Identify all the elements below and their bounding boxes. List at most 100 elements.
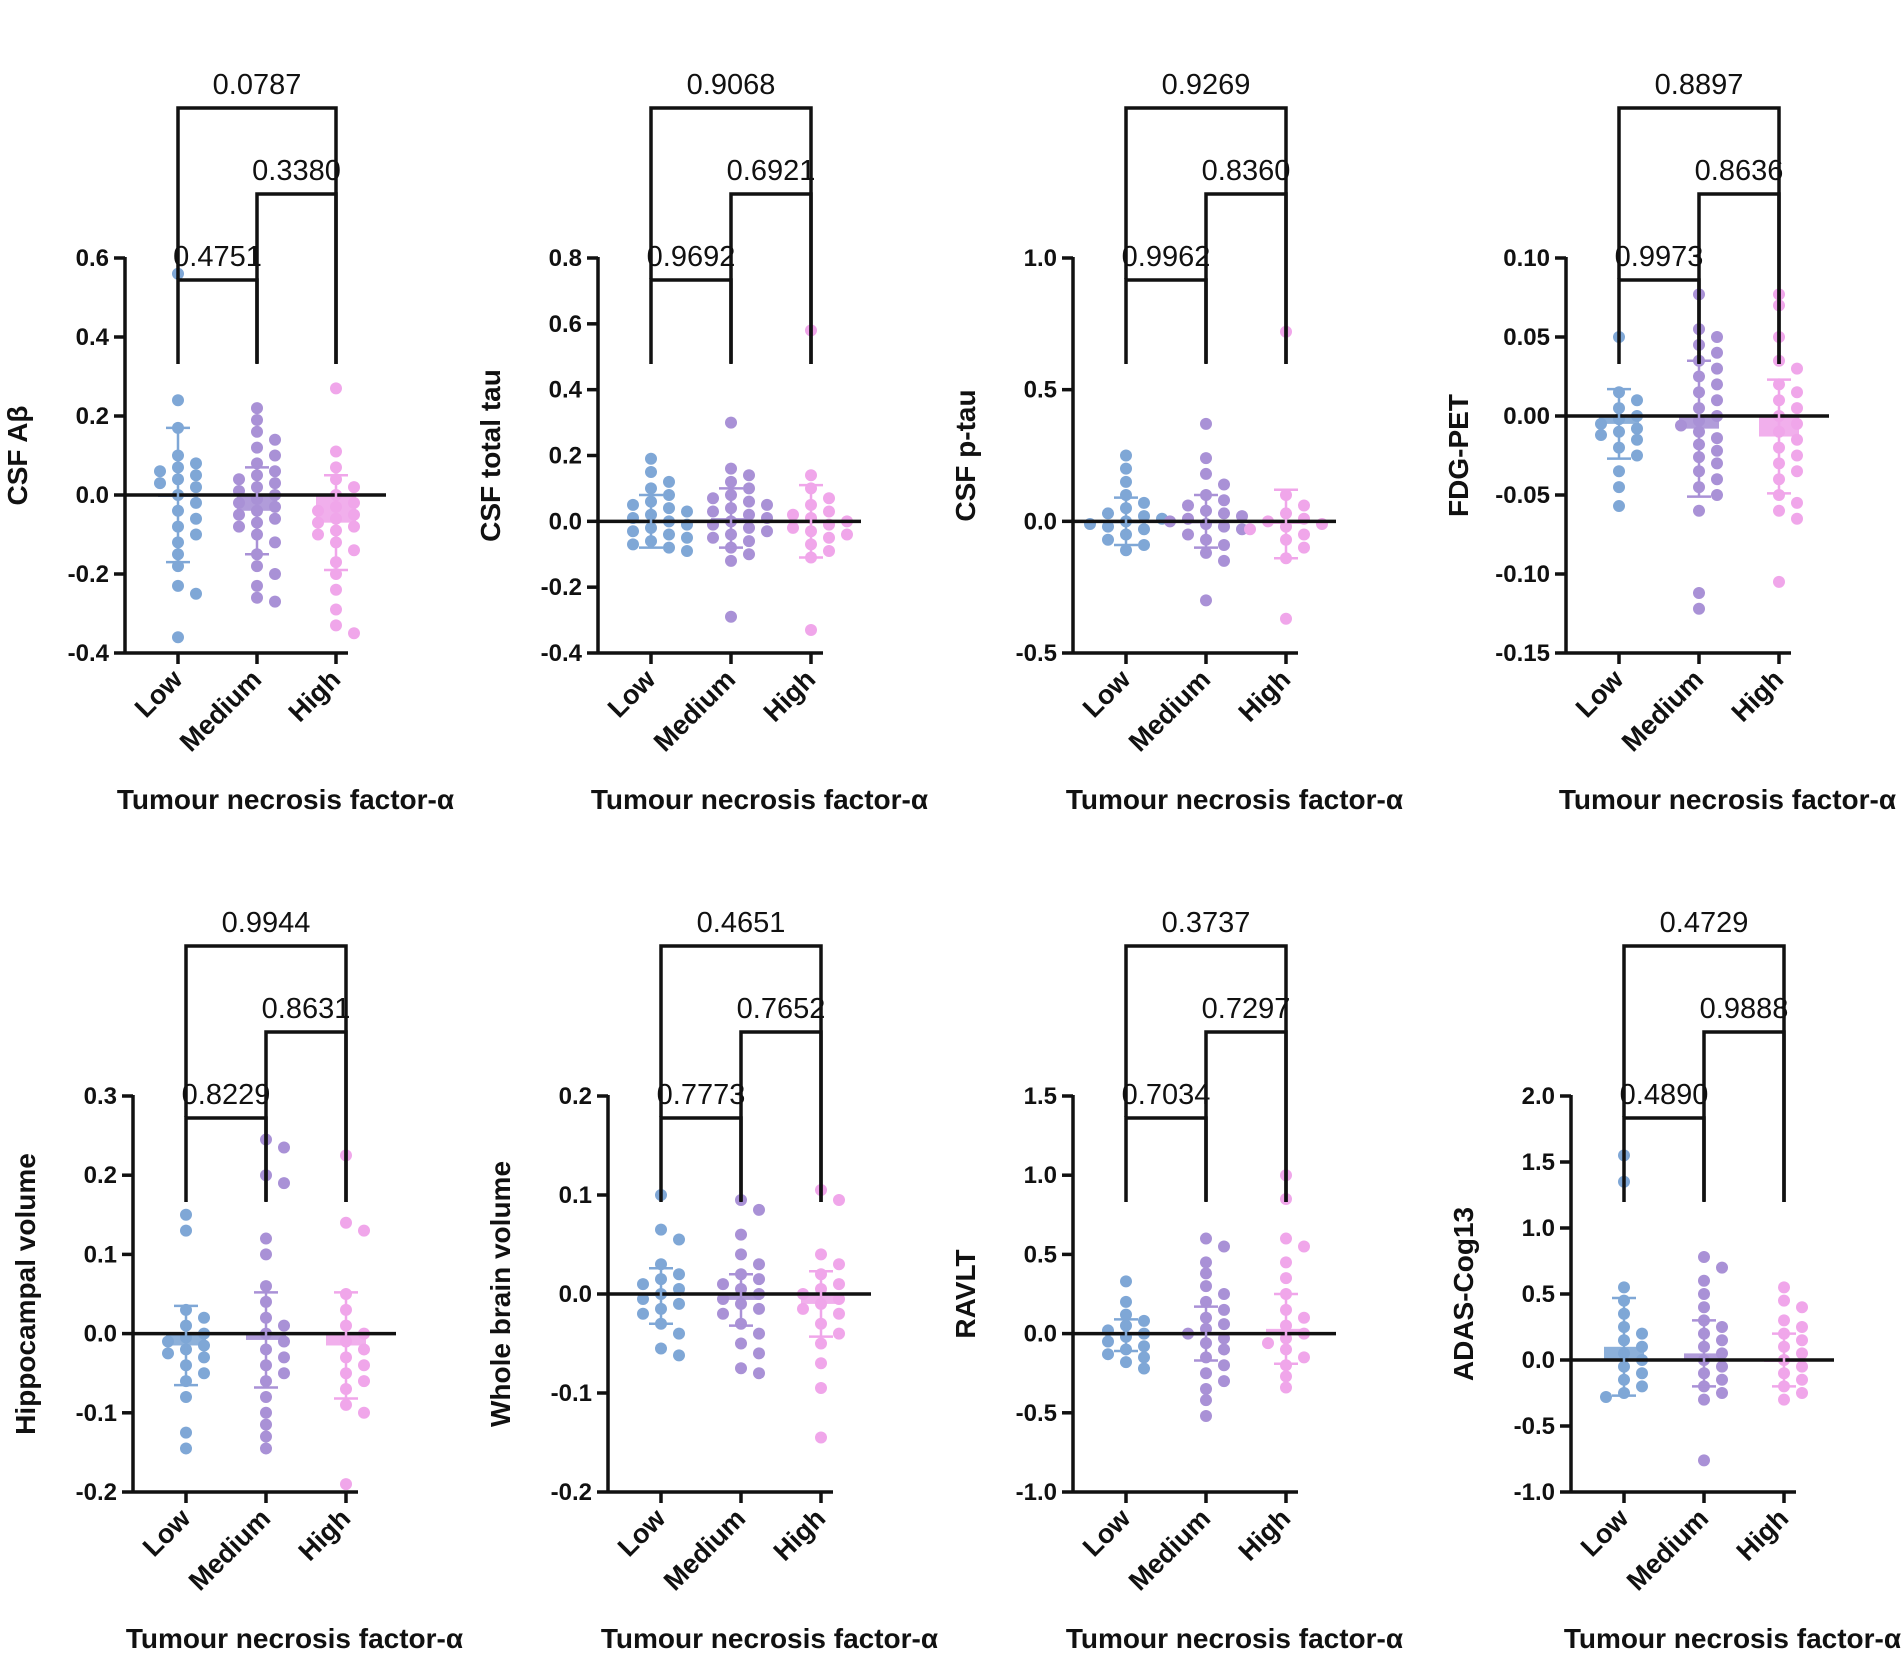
- data-point: [637, 1278, 649, 1291]
- data-point: [1244, 523, 1256, 536]
- data-point: [1200, 1256, 1212, 1269]
- data-point: [1711, 346, 1723, 359]
- data-point: [260, 1406, 272, 1419]
- y-tick-label: -1.0: [1514, 1479, 1555, 1506]
- y-tick-label: 0.6: [549, 311, 582, 338]
- y-tick-label: 0.10: [1503, 245, 1550, 272]
- category-label-medium: Medium: [174, 664, 267, 757]
- data-point: [717, 1278, 729, 1291]
- y-tick-label: 2.0: [1522, 1083, 1555, 1110]
- points-medium: [1675, 288, 1723, 615]
- data-point: [251, 591, 263, 604]
- data-point: [1138, 1314, 1150, 1327]
- data-point: [637, 1292, 649, 1305]
- y-tick-label: 1.0: [1024, 1162, 1057, 1189]
- data-point: [1773, 489, 1785, 501]
- data-point: [743, 548, 755, 561]
- data-point: [172, 394, 184, 407]
- data-point: [1200, 546, 1212, 559]
- bracket-line: [1702, 1030, 1786, 1202]
- p-value-label: 0.0787: [213, 69, 302, 101]
- y-tick-label: -0.4: [541, 640, 583, 667]
- chart-panel-4: -0.15 -0.10 -0.05 0.00 0.05 0.10 FDG-PET LowMed…: [1443, 69, 1896, 815]
- data-point: [1791, 402, 1803, 415]
- data-point: [1698, 1454, 1710, 1467]
- significance-bracket: 0.3737: [1124, 907, 1288, 1202]
- data-point: [805, 469, 817, 482]
- data-point: [1595, 417, 1607, 430]
- data-point: [753, 1273, 765, 1286]
- data-point: [1716, 1334, 1728, 1347]
- data-point: [190, 512, 202, 525]
- data-point: [1138, 1340, 1150, 1353]
- data-point: [663, 541, 675, 554]
- data-point: [172, 579, 184, 592]
- y-tick-label: 0.2: [84, 1162, 117, 1189]
- data-point: [1120, 1295, 1132, 1308]
- data-point: [269, 449, 281, 462]
- y-tick-label: 0.5: [1522, 1281, 1555, 1308]
- data-point: [1280, 1370, 1292, 1383]
- data-point: [1675, 419, 1687, 432]
- data-point: [1796, 1334, 1808, 1347]
- data-point: [1791, 512, 1803, 525]
- data-point: [278, 1177, 290, 1190]
- error-bar-high: [809, 1269, 833, 1338]
- data-point: [1298, 528, 1310, 541]
- data-point: [725, 416, 737, 429]
- p-value-label: 0.3380: [252, 155, 341, 187]
- p-value-label: 0.8636: [1695, 155, 1784, 187]
- data-point: [1778, 1281, 1790, 1294]
- data-point: [1218, 1343, 1230, 1356]
- error-bar-high: [324, 474, 348, 572]
- y-tick-label: 0.05: [1503, 324, 1550, 351]
- data-point: [1218, 1318, 1230, 1331]
- data-point: [833, 1307, 845, 1320]
- category-label-high: High: [768, 1503, 832, 1567]
- category-label-high: High: [1233, 664, 1297, 728]
- data-point: [1138, 1362, 1150, 1375]
- error-bar-medium: [1194, 1305, 1218, 1362]
- category-label-high: High: [1726, 664, 1790, 728]
- y-tick-label: -0.15: [1495, 640, 1550, 667]
- data-point: [1631, 394, 1643, 407]
- data-point: [823, 531, 835, 544]
- data-point: [260, 1280, 272, 1293]
- data-point: [1298, 499, 1310, 512]
- data-point: [233, 473, 245, 486]
- data-point: [260, 1248, 272, 1261]
- data-point: [180, 1224, 192, 1237]
- category-label-medium: Medium: [1616, 664, 1709, 757]
- y-tick-label: 1.0: [1522, 1215, 1555, 1242]
- y-tick-label: 0.4: [76, 324, 110, 351]
- data-point: [1698, 1301, 1710, 1314]
- data-point: [348, 520, 360, 533]
- data-point: [358, 1224, 370, 1237]
- data-point: [1200, 1394, 1212, 1407]
- data-point: [681, 531, 693, 544]
- data-point: [753, 1347, 765, 1360]
- points-medium: [233, 402, 281, 608]
- data-point: [1791, 362, 1803, 375]
- points-low: [637, 1189, 685, 1362]
- p-value-label: 0.8360: [1202, 155, 1291, 187]
- y-tick-label: 0.0: [549, 508, 582, 535]
- category-label-medium: Medium: [658, 1503, 751, 1596]
- data-point: [735, 1228, 747, 1241]
- data-point: [1138, 510, 1150, 523]
- category-label-medium: Medium: [1123, 1503, 1216, 1596]
- data-point: [1120, 1356, 1132, 1369]
- data-point: [180, 1390, 192, 1403]
- data-point: [645, 482, 657, 495]
- category-label-low: Low: [1570, 663, 1630, 723]
- data-point: [1716, 1387, 1728, 1399]
- data-point: [673, 1349, 685, 1362]
- data-point: [1200, 1383, 1212, 1396]
- data-point: [815, 1337, 827, 1350]
- data-point: [162, 1335, 174, 1348]
- data-point: [190, 587, 202, 600]
- data-point: [1791, 449, 1803, 462]
- data-point: [1711, 457, 1723, 470]
- data-point: [833, 1292, 845, 1305]
